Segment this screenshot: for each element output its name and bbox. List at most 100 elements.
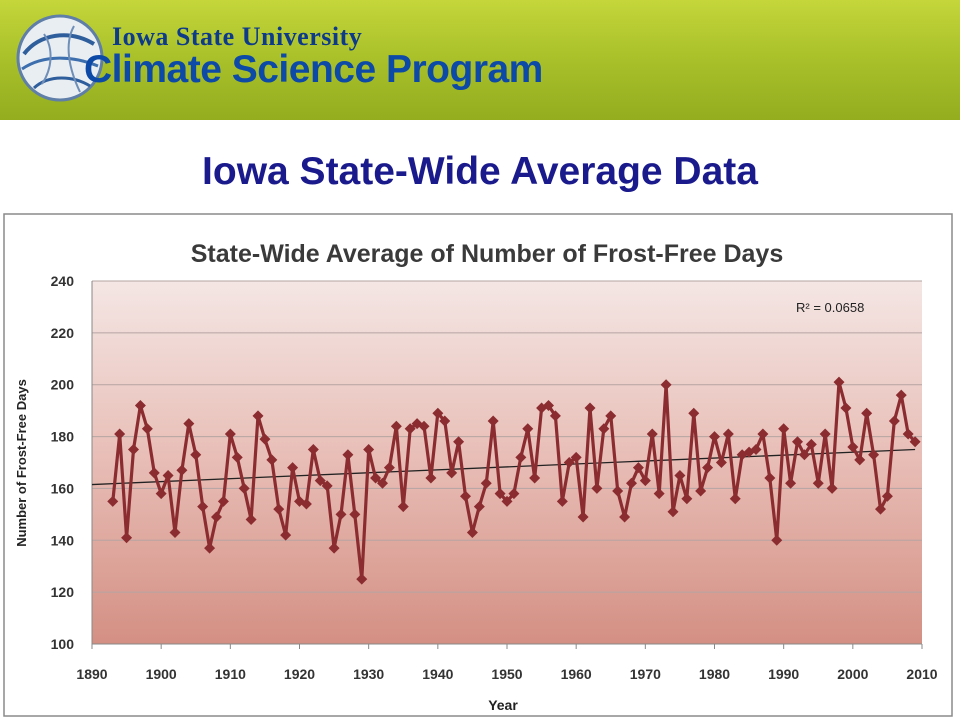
plot-area [92,281,922,644]
x-tick-label: 1980 [699,666,730,682]
data-point-marker [397,501,409,513]
data-point-marker [245,514,257,526]
data-point-marker [224,428,236,440]
data-point-marker [169,527,181,539]
data-point-marker [238,482,250,494]
data-point-marker [183,418,195,430]
data-point-marker [854,454,866,466]
x-tick-label: 1950 [491,666,522,682]
data-point-marker [798,449,810,461]
data-point-marker [321,480,333,492]
data-point-marker [881,490,893,502]
data-point-marker [383,462,395,474]
data-point-marker [307,444,319,456]
data-point-marker [563,457,575,468]
data-point-marker [833,376,845,388]
x-tick-label: 1910 [215,666,246,682]
y-tick-label: 200 [51,377,75,393]
y-axis-label: Number of Frost-Free Days [14,379,29,547]
y-tick-label: 180 [51,429,75,445]
data-point-marker [515,451,527,463]
data-point-marker [370,472,382,484]
chart-title: State-Wide Average of Number of Frost-Fr… [191,240,784,268]
data-point-marker [197,501,209,513]
y-tick-label: 220 [51,325,75,341]
data-point-marker [681,493,693,505]
data-point-marker [439,415,451,427]
data-point-marker [501,495,513,507]
data-point-marker [757,428,769,440]
data-point-marker [349,508,361,520]
data-point-marker [695,485,707,497]
data-point-marker [888,415,900,427]
data-point-marker [549,410,561,422]
data-point-marker [425,472,437,484]
data-point-marker [619,511,631,523]
y-tick-label: 240 [51,273,75,289]
data-point-marker [612,485,624,497]
data-point-marker [584,402,596,414]
data-point-marker [231,451,243,463]
data-point-marker [709,431,720,443]
data-point-marker [875,503,886,515]
data-point-marker [639,475,651,487]
y-tick-label: 160 [51,480,75,496]
y-tick-labels: 100 120 140 160 180 200 220 240 [51,273,75,652]
data-point-marker [252,410,264,422]
data-point-marker [667,506,679,518]
data-point-marker [217,495,229,507]
data-point-marker [266,454,278,466]
data-point-marker [771,534,783,546]
data-point-marker [287,462,299,474]
data-point-marker [377,477,388,489]
x-tick-label: 1940 [422,666,453,682]
x-tick-label: 1960 [561,666,592,682]
university-name: Iowa State University [112,22,363,51]
x-axis-label: Year [488,697,518,713]
data-point-marker [328,542,340,554]
header-banner: Iowa State University Climate Science Pr… [0,0,960,120]
data-point-marker [300,498,312,510]
data-point-marker [626,477,637,489]
data-point-marker [487,415,499,427]
series-markers [107,376,921,585]
data-point-marker [529,472,541,484]
data-point-marker [556,495,568,507]
data-point-marker [432,407,444,419]
data-point-marker [750,444,762,456]
data-point-marker [273,503,285,515]
data-point-marker [176,464,188,476]
data-point-marker [335,508,347,520]
data-point-marker [702,462,714,474]
program-name: Climate Science Program [84,48,543,91]
data-point-marker [480,477,492,489]
data-point-marker [826,482,838,494]
data-point-marker [570,451,582,463]
data-point-marker [861,407,873,419]
data-point-marker [688,407,700,419]
data-point-marker [190,449,202,461]
x-tick-label: 1970 [630,666,661,682]
data-point-marker [342,449,354,461]
data-point-marker [847,441,859,453]
data-point-marker [598,423,610,435]
data-point-marker [577,511,589,523]
y-tick-label: 120 [51,584,75,600]
y-tick-label: 140 [51,532,75,548]
x-tick-labels: 1890 1900 1910 1920 1930 1940 1950 1960 1970 1980… [76,644,938,682]
data-point-marker [868,449,880,461]
x-tick-label: 1900 [146,666,177,682]
data-point-marker [494,488,506,500]
data-point-marker [591,482,603,494]
data-point-marker [805,438,817,450]
data-point-marker [473,501,485,513]
r-squared-annotation: R² = 0.0658 [796,300,864,315]
data-point-marker [909,436,921,448]
data-point-marker [660,379,672,391]
data-point-marker [792,436,803,448]
data-point-marker [674,469,686,481]
slide-title: Iowa State-Wide Average Data [202,150,758,193]
x-tick-label: 2000 [837,666,868,682]
data-point-marker [446,467,458,479]
